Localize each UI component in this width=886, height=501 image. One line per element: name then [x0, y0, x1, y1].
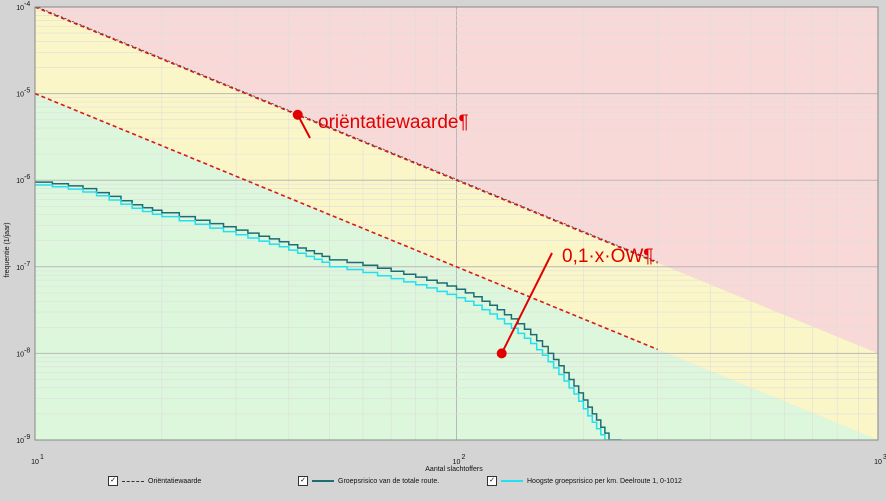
reference-line-ow01 — [35, 92, 658, 351]
legend-item: ✓ Groepsrisico van de totale route. — [298, 474, 439, 488]
y-tick-label: 10 — [16, 178, 24, 185]
legend-checkbox[interactable]: ✓ — [298, 476, 308, 486]
y-axis-label: frequentie (1/jaar) — [4, 222, 11, 277]
reference-line-ow-overlay — [36, 7, 658, 263]
x-tick-exponent: 2 — [462, 454, 466, 461]
y-tick-exponent: -8 — [24, 347, 30, 354]
legend-label: Oriëntatiewaarde — [148, 477, 202, 485]
y-tick-exponent: -6 — [24, 174, 30, 181]
y-tick-label: 10 — [16, 92, 24, 99]
x-tick-exponent: 3 — [883, 454, 886, 461]
legend-item: ✓ Oriëntatiewaarde — [108, 474, 201, 488]
x-axis-label: Aantal slachtoffers — [425, 466, 483, 473]
plot-frame — [34, 6, 879, 441]
x-tick-label: 10 — [874, 459, 882, 466]
legend-swatch — [312, 480, 334, 482]
annotation-marker-1 — [496, 348, 507, 359]
x-tick-label: 10 — [453, 459, 461, 466]
series-line-0 — [35, 181, 622, 440]
legend-label: Hoogste groepsrisico per km. Deelroute 1… — [527, 477, 682, 485]
y-tick-exponent: -7 — [24, 261, 30, 268]
x-tick-label: 10 — [31, 459, 39, 466]
annotation-label-0: oriëntatiewaarde¶ — [318, 112, 469, 133]
legend-swatch — [501, 480, 523, 482]
y-tick-label: 10 — [16, 351, 24, 358]
reference-line-ow — [35, 7, 658, 264]
y-tick-label: 10 — [16, 438, 24, 445]
reference-lines — [35, 7, 658, 351]
legend-checkbox[interactable]: ✓ — [487, 476, 497, 486]
y-tick-exponent: -5 — [24, 88, 30, 95]
legend-checkbox[interactable]: ✓ — [108, 476, 118, 486]
y-tick-label: 10 — [16, 5, 24, 12]
legend-item: ✓ Hoogste groepsrisico per km. Deelroute … — [487, 474, 682, 488]
annotation-label-1: 0,1·x·OW¶ — [562, 246, 653, 267]
y-tick-label: 10 — [16, 265, 24, 272]
y-tick-exponent: -9 — [24, 434, 30, 441]
y-tick-exponent: -4 — [24, 1, 30, 8]
plot-grid — [35, 7, 878, 440]
series-line-1 — [35, 184, 622, 440]
annotation-marker-0 — [292, 109, 303, 120]
data-series — [35, 181, 622, 440]
x-tick-exponent: 1 — [40, 454, 44, 461]
annotation-leader-1 — [500, 252, 553, 354]
annotations: oriëntatiewaarde¶ 0,1·x·OW¶ — [292, 109, 653, 359]
legend-label: Groepsrisico van de totale route. — [338, 477, 440, 485]
legend-swatch — [122, 480, 144, 482]
